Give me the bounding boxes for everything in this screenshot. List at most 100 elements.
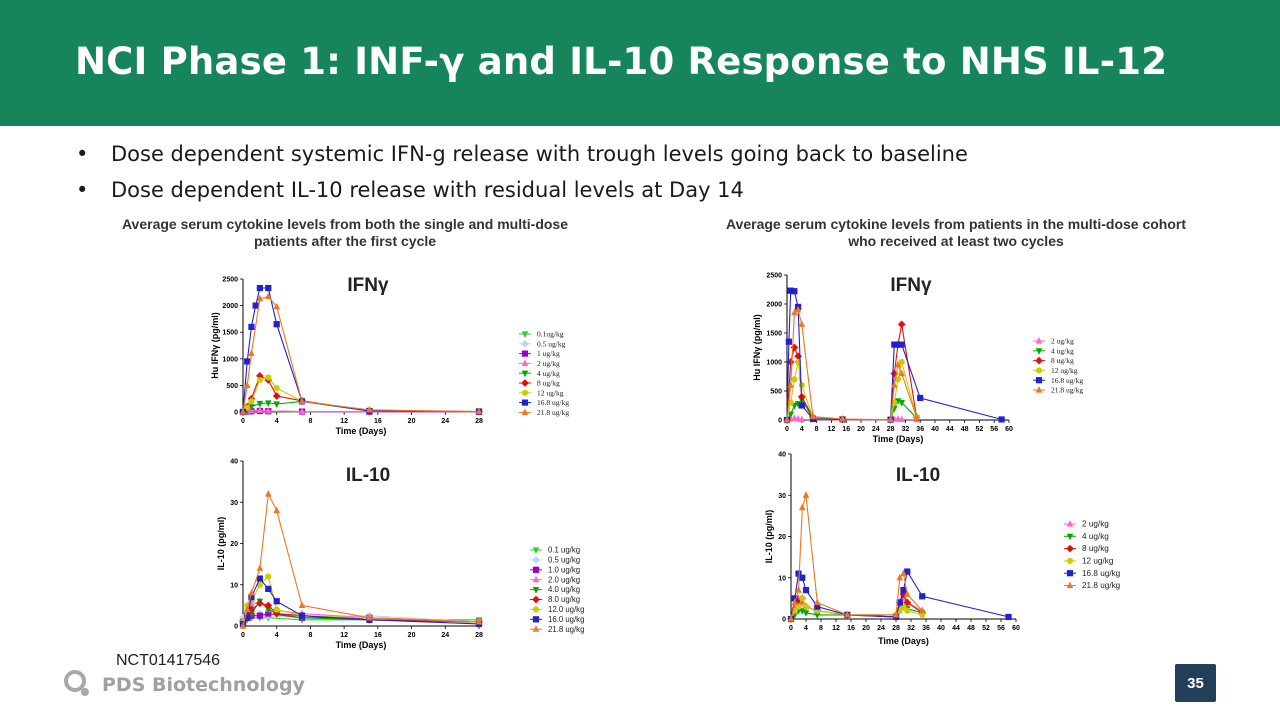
x-tick-label: 0: [241, 418, 245, 425]
data-point: [532, 625, 540, 632]
series-21-8-ug-kg: [787, 491, 926, 622]
legend-item: 4.0 ug/kg: [530, 585, 580, 594]
x-tick-label: 36: [916, 426, 924, 433]
data-point: [900, 587, 907, 594]
legend-item: 16.0 ug/kg: [530, 615, 584, 624]
bullet-item: Dose dependent systemic IFN-g release wi…: [76, 140, 968, 176]
y-tick-label: 20: [230, 541, 238, 548]
caption-first-cycle: Average serum cytokine levels from both …: [121, 216, 569, 249]
data-point: [265, 585, 272, 592]
data-point: [795, 586, 802, 593]
data-point: [273, 321, 280, 328]
data-point: [791, 414, 798, 421]
legend-item: 16.8 ug/kg: [519, 398, 569, 407]
data-point: [798, 402, 805, 409]
data-point: [532, 575, 540, 583]
data-point: [239, 622, 247, 629]
legend-label: 8 ug/kg: [1051, 356, 1074, 365]
data-point: [272, 392, 281, 400]
data-point: [298, 397, 306, 404]
data-point: [894, 414, 902, 422]
legend-item: 21.8 ug/kg: [519, 408, 569, 417]
x-tick-label: 48: [967, 625, 975, 632]
legend-label: 16.8 ug/kg: [1051, 376, 1083, 385]
logo-icon: [64, 670, 89, 696]
x-tick-label: 8: [815, 426, 819, 433]
x-tick-label: 20: [857, 426, 865, 433]
legend-label: 21.8 ug/kg: [1082, 581, 1121, 590]
legend-item: 2 ug/kg: [1064, 520, 1109, 529]
data-point: [1066, 557, 1074, 565]
data-point: [791, 598, 799, 606]
data-point: [265, 284, 272, 292]
data-point: [521, 399, 529, 406]
data-point: [521, 350, 529, 357]
data-point: [256, 294, 264, 302]
legend-label: 16.8 ug/kg: [537, 398, 569, 407]
y-tick-label: 2500: [766, 273, 782, 280]
data-point: [903, 590, 911, 597]
data-point: [273, 598, 280, 605]
x-tick-label: 4: [275, 418, 279, 425]
legend-item: 0.1ug/kg: [519, 330, 564, 339]
data-point: [521, 379, 529, 387]
page-number: 35: [1175, 664, 1216, 702]
data-point: [256, 376, 263, 384]
x-tick-label: 8: [308, 418, 312, 425]
legend-label: 16.0 ug/kg: [548, 615, 584, 624]
x-tick-label: 28: [887, 426, 895, 433]
data-point: [892, 610, 900, 618]
legend-label: 4 ug/kg: [1051, 346, 1074, 355]
x-tick-label: 12: [340, 632, 348, 639]
data-point: [475, 407, 483, 415]
legend-label: 12.0 ug/kg: [548, 605, 584, 614]
data-point: [898, 369, 905, 377]
data-point: [813, 598, 821, 606]
y-tick-label: 30: [778, 493, 786, 500]
data-point: [802, 587, 810, 594]
data-point: [298, 601, 306, 608]
x-tick-label: 24: [872, 426, 880, 433]
series-21-8-ug-kg: [239, 292, 483, 415]
data-point: [891, 381, 898, 388]
data-point: [794, 305, 802, 313]
data-point: [521, 331, 529, 338]
data-point: [366, 613, 373, 621]
data-point: [265, 406, 272, 414]
x-tick-label: 44: [952, 625, 960, 632]
y-tick-label: 0: [782, 617, 786, 624]
y-tick-label: 0: [234, 410, 238, 417]
bullet-list: Dose dependent systemic IFN-g release wi…: [76, 140, 968, 212]
data-point: [919, 593, 926, 600]
y-tick-label: 20: [778, 534, 786, 541]
data-point: [298, 612, 306, 619]
legend-label: 2 ug/kg: [1051, 337, 1074, 346]
legend-item: 21.8 ug/kg: [530, 625, 584, 634]
x-tick-label: 0: [789, 625, 793, 632]
data-point: [243, 605, 251, 613]
data-point: [265, 374, 272, 381]
y-tick-label: 10: [230, 582, 238, 589]
legend: 2 ug/kg 4 ug/kg 8 ug/kg 12 ug/kg 16.8 ug/kg 2…: [1064, 520, 1121, 590]
legend-item: 1.0 ug/kg: [530, 565, 580, 574]
data-point: [1035, 386, 1043, 393]
data-point: [366, 405, 373, 413]
trial-id: NCT01417546: [116, 652, 221, 669]
data-point: [243, 381, 251, 389]
data-point: [256, 400, 264, 408]
data-point: [998, 416, 1005, 423]
data-point: [913, 413, 920, 420]
x-tick-label: 32: [907, 625, 915, 632]
legend: 0.1ug/kg0.5 ug/kg1 ug/kg2 ug/kg4 ug/kg8 …: [519, 330, 569, 417]
x-tick-label: 16: [374, 632, 382, 639]
legend-item: 12 ug/kg: [1064, 557, 1114, 566]
data-point: [900, 569, 907, 577]
slide-title: NCI Phase 1: INF-γ and IL-10 Response to…: [75, 40, 1168, 83]
data-point: [898, 399, 905, 407]
y-axis-label: IL-10 (pg/ml): [764, 510, 774, 564]
legend-item: 8 ug/kg: [519, 379, 560, 388]
data-point: [521, 408, 529, 416]
x-tick-label: 48: [961, 426, 969, 433]
y-tick-label: 1500: [222, 330, 238, 337]
data-point: [917, 394, 924, 402]
